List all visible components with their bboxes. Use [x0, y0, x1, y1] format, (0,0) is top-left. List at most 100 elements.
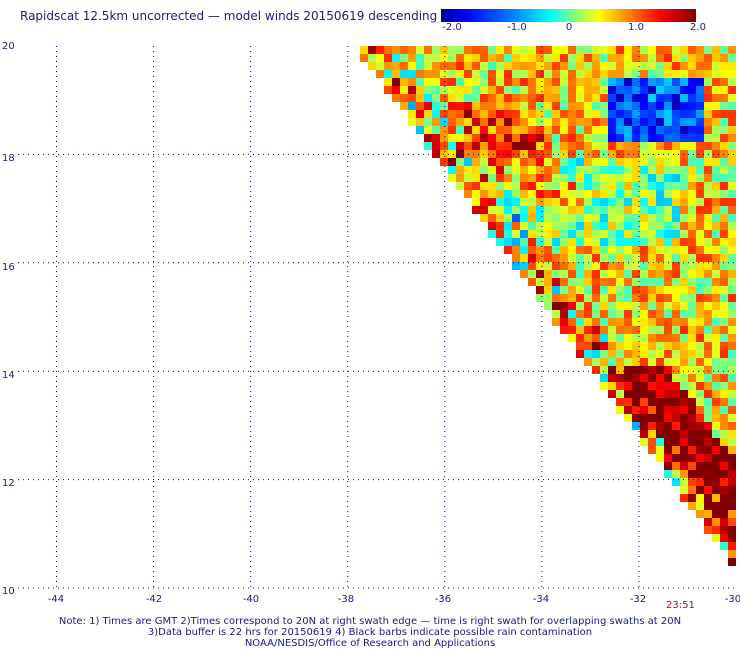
- swath-cell: [608, 166, 616, 174]
- swath-cell: [520, 54, 528, 62]
- swath-cell: [552, 110, 560, 118]
- swath-cell: [608, 102, 616, 110]
- swath-cell: [624, 166, 632, 174]
- swath-cell: [528, 182, 536, 190]
- swath-cell: [648, 310, 656, 318]
- swath-cell: [552, 238, 560, 246]
- swath-cell: [496, 230, 504, 238]
- swath-cell: [664, 318, 672, 326]
- swath-cell: [640, 366, 648, 374]
- swath-cell: [440, 158, 448, 166]
- swath-cell: [720, 110, 728, 118]
- swath-cell: [504, 238, 512, 246]
- swath-cell: [560, 262, 568, 270]
- swath-cell: [624, 326, 632, 334]
- swath-cell: [704, 238, 712, 246]
- swath-cell: [728, 190, 736, 198]
- swath-cell: [728, 118, 736, 126]
- swath-cell: [608, 358, 616, 366]
- swath-cell: [680, 86, 688, 94]
- swath-cell: [520, 110, 528, 118]
- swath-cell: [632, 158, 640, 166]
- swath-cell: [528, 278, 536, 286]
- swath-cell: [512, 118, 520, 126]
- swath-cell: [568, 198, 576, 206]
- swath-cell: [664, 382, 672, 390]
- swath-cell: [632, 102, 640, 110]
- swath-cell: [608, 270, 616, 278]
- swath-cell: [720, 238, 728, 246]
- swath-cell: [712, 126, 720, 134]
- swath-cell: [544, 174, 552, 182]
- swath-cell: [712, 182, 720, 190]
- swath-cell: [472, 174, 480, 182]
- swath-cell: [704, 406, 712, 414]
- swath-cell: [720, 430, 728, 438]
- swath-cell: [528, 262, 536, 270]
- swath-cell: [472, 206, 480, 214]
- swath-cell: [696, 62, 704, 70]
- swath-cell: [592, 342, 600, 350]
- swath-cell: [688, 198, 696, 206]
- swath-cell: [704, 102, 712, 110]
- swath-cell: [568, 54, 576, 62]
- swath-cell: [720, 446, 728, 454]
- swath-cell: [600, 358, 608, 366]
- swath-cell: [512, 206, 520, 214]
- swath-cell: [592, 302, 600, 310]
- swath-cell: [504, 166, 512, 174]
- swath-cell: [536, 278, 544, 286]
- swath-cell: [704, 182, 712, 190]
- swath-cell: [728, 374, 736, 382]
- swath-cell: [640, 230, 648, 238]
- swath-cell: [720, 222, 728, 230]
- swath-cell: [648, 302, 656, 310]
- swath-cell: [528, 238, 536, 246]
- swath-cell: [592, 150, 600, 158]
- swath-cell: [512, 182, 520, 190]
- swath-cell: [608, 302, 616, 310]
- swath-cell: [672, 350, 680, 358]
- swath-cell: [704, 46, 712, 54]
- swath-cell: [600, 238, 608, 246]
- swath-cell: [728, 278, 736, 286]
- swath-cell: [552, 70, 560, 78]
- swath-cell: [616, 342, 624, 350]
- swath-cell: [440, 142, 448, 150]
- lon-tick-32: -32: [630, 594, 646, 605]
- swath-cell: [520, 118, 528, 126]
- swath-cell: [712, 510, 720, 518]
- swath-cell: [672, 358, 680, 366]
- swath-cell: [672, 462, 680, 470]
- swath-cell: [704, 198, 712, 206]
- swath-cell: [688, 422, 696, 430]
- swath-cell: [544, 262, 552, 270]
- swath-cell: [728, 62, 736, 70]
- swath-cell: [592, 310, 600, 318]
- swath-cell: [680, 278, 688, 286]
- lat-lon-gridlines: [18, 46, 736, 589]
- swath-cell: [624, 358, 632, 366]
- swath-cell: [640, 174, 648, 182]
- swath-cell: [648, 294, 656, 302]
- swath-cell: [584, 214, 592, 222]
- swath-cell: [408, 54, 416, 62]
- swath-cell: [424, 54, 432, 62]
- swath-cell: [688, 94, 696, 102]
- swath-cell: [704, 158, 712, 166]
- swath-cell: [712, 414, 720, 422]
- swath-cell: [648, 78, 656, 86]
- swath-cell: [600, 278, 608, 286]
- swath-cell: [640, 262, 648, 270]
- swath-cell: [696, 238, 704, 246]
- swath-cell: [704, 254, 712, 262]
- swath-cell: [672, 158, 680, 166]
- swath-cell: [520, 62, 528, 70]
- swath-cell: [496, 198, 504, 206]
- swath-cell: [464, 134, 472, 142]
- swath-cell: [600, 342, 608, 350]
- swath-cell: [576, 270, 584, 278]
- swath-cell: [488, 110, 496, 118]
- swath-cell: [432, 102, 440, 110]
- swath-cell: [648, 238, 656, 246]
